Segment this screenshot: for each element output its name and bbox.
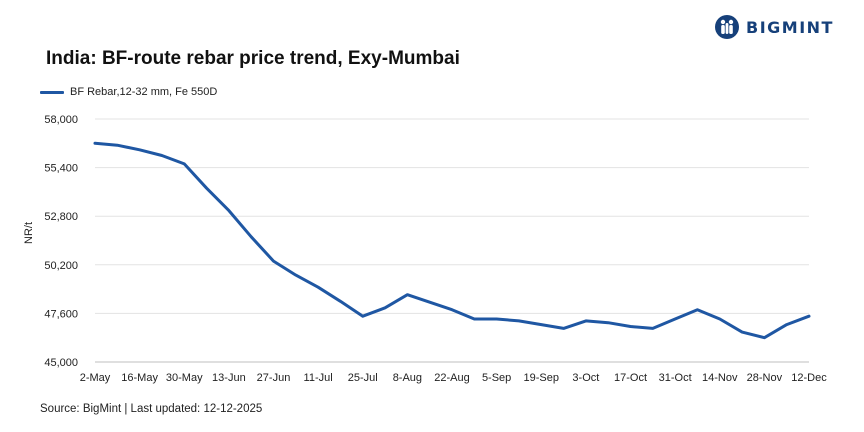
chart-legend: BF Rebar,12-32 mm, Fe 550D (40, 86, 217, 98)
source-note: Source: BigMint | Last updated: 12-12-20… (40, 403, 263, 415)
legend-label: BF Rebar,12-32 mm, Fe 550D (70, 86, 218, 98)
x-tick-label: 28-Nov (747, 372, 783, 384)
x-tick-label: 5-Sep (482, 372, 511, 384)
y-tick-label: 52,800 (44, 211, 78, 223)
brand-name: BIGMINT (746, 17, 834, 37)
x-tick-label: 17-Oct (614, 372, 647, 384)
y-tick-label: 47,600 (44, 308, 78, 320)
bigmint-logo-icon (715, 15, 739, 39)
y-tick-label: 58,000 (44, 114, 78, 126)
x-tick-label: 22-Aug (434, 372, 469, 384)
x-tick-label: 2-May (80, 372, 111, 384)
x-tick-label: 16-May (121, 372, 158, 384)
x-tick-label: 11-Jul (304, 372, 333, 384)
x-tick-label: 12-Dec (791, 372, 827, 384)
x-tick-label: 31-Oct (659, 372, 692, 384)
y-axis-label: NR/t (23, 222, 35, 244)
y-tick-label: 50,200 (44, 260, 78, 272)
gridlines (95, 118, 809, 363)
legend-swatch (40, 90, 64, 94)
x-tick-label: 8-Aug (393, 372, 422, 384)
x-tick-label: 27-Jun (257, 372, 291, 384)
series-line (93, 141, 811, 340)
x-tick-label: 13-Jun (212, 372, 246, 384)
brand-logo: BIGMINT (714, 14, 844, 40)
x-tick-label: 3-Oct (572, 372, 599, 384)
chart-title: India: BF-route rebar price trend, Exy-M… (46, 48, 460, 69)
series-layer (93, 141, 811, 340)
x-tick-label: 14-Nov (702, 372, 738, 384)
y-tick-label: 55,400 (44, 163, 78, 175)
x-tick-label: 30-May (166, 372, 203, 384)
x-axis-ticks: 2-May 16-May 30-May 13-Jun 27-Jun 11-Jul 25-Ju… (80, 372, 828, 384)
y-axis-ticks: 45,000 47,600 50,200 52,800 55,400 58,000 (44, 114, 78, 369)
x-tick-label: 25-Jul (348, 372, 378, 384)
x-tick-label: 19-Sep (524, 372, 559, 384)
y-tick-label: 45,000 (44, 357, 78, 369)
